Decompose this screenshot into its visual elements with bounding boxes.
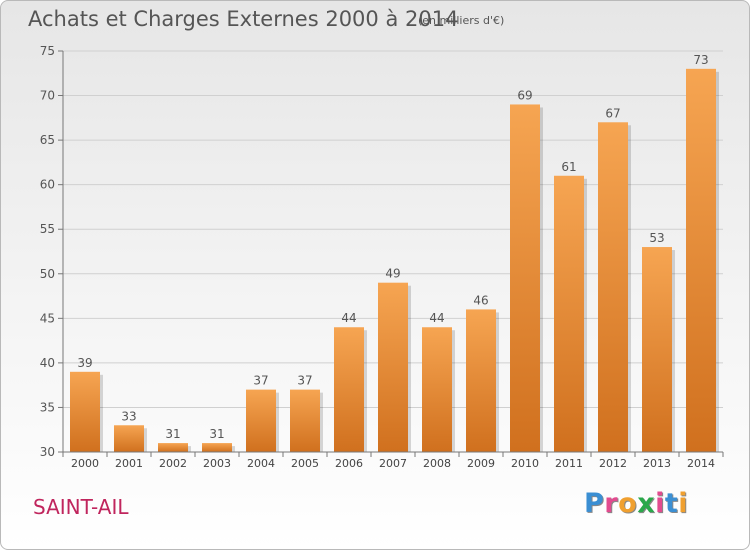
bar-value-label: 73 bbox=[693, 53, 708, 67]
bar-value-label: 37 bbox=[253, 374, 268, 388]
x-tick-label: 2007 bbox=[379, 457, 407, 470]
y-tick-label: 60 bbox=[40, 178, 55, 192]
town-name: SAINT-AIL bbox=[33, 495, 129, 519]
bar bbox=[554, 175, 584, 452]
logo-letter: r bbox=[604, 488, 619, 519]
bar-value-label: 61 bbox=[561, 160, 576, 174]
x-tick-label: 2001 bbox=[115, 457, 143, 470]
bar bbox=[466, 309, 496, 452]
y-tick-label: 65 bbox=[40, 133, 55, 147]
x-tick-label: 2005 bbox=[291, 457, 319, 470]
bar-value-label: 31 bbox=[209, 427, 224, 441]
chart-title: Achats et Charges Externes 2000 à 2014 bbox=[28, 7, 459, 31]
x-tick-label: 2002 bbox=[159, 457, 187, 470]
bar bbox=[378, 282, 408, 452]
x-tick-label: 2000 bbox=[71, 457, 99, 470]
bar bbox=[290, 389, 320, 452]
bar-value-label: 37 bbox=[297, 374, 312, 388]
bar bbox=[70, 371, 100, 452]
bar bbox=[686, 68, 716, 453]
logo-letter: o bbox=[618, 488, 638, 519]
proxiti-logo: Proxiti bbox=[584, 488, 688, 519]
y-tick-label: 70 bbox=[40, 89, 55, 103]
y-tick-label: 30 bbox=[40, 445, 55, 459]
chart-subtitle: (en milliers d'€) bbox=[418, 14, 505, 27]
x-tick-label: 2010 bbox=[511, 457, 539, 470]
y-tick-label: 55 bbox=[40, 222, 55, 236]
bar bbox=[510, 104, 540, 452]
logo-letter: t bbox=[664, 488, 679, 519]
x-tick-label: 2006 bbox=[335, 457, 363, 470]
bar-value-label: 69 bbox=[517, 88, 532, 102]
bar bbox=[114, 425, 144, 452]
bar bbox=[202, 443, 232, 452]
bar-value-label: 33 bbox=[121, 409, 136, 423]
logo-letter: i bbox=[655, 488, 665, 519]
y-tick-label: 75 bbox=[40, 44, 55, 58]
bar-value-label: 53 bbox=[649, 231, 664, 245]
bar-value-label: 67 bbox=[605, 106, 620, 120]
bar-value-label: 49 bbox=[385, 267, 400, 281]
y-tick-label: 40 bbox=[40, 356, 55, 370]
logo-letter: x bbox=[637, 488, 656, 519]
x-tick-label: 2009 bbox=[467, 457, 495, 470]
logo-letter: i bbox=[678, 488, 689, 519]
bar bbox=[598, 122, 628, 453]
x-tick-label: 2012 bbox=[599, 457, 627, 470]
bar-value-label: 31 bbox=[165, 427, 180, 441]
x-tick-label: 2013 bbox=[643, 457, 671, 470]
bar bbox=[158, 443, 188, 452]
y-tick-label: 35 bbox=[40, 400, 55, 414]
bar bbox=[422, 327, 452, 452]
x-tick-label: 2014 bbox=[687, 457, 715, 470]
bar bbox=[642, 247, 672, 452]
logo-letter: P bbox=[584, 488, 605, 519]
x-tick-label: 2011 bbox=[555, 457, 583, 470]
bar-value-label: 44 bbox=[341, 311, 356, 325]
y-tick-label: 50 bbox=[40, 267, 55, 281]
y-tick-label: 45 bbox=[40, 311, 55, 325]
bar bbox=[246, 389, 276, 452]
bar bbox=[334, 327, 364, 452]
x-tick-label: 2004 bbox=[247, 457, 275, 470]
bar-value-label: 46 bbox=[473, 293, 488, 307]
bar-value-label: 39 bbox=[77, 356, 92, 370]
bar-value-label: 44 bbox=[429, 311, 444, 325]
x-tick-label: 2003 bbox=[203, 457, 231, 470]
x-tick-label: 2008 bbox=[423, 457, 451, 470]
